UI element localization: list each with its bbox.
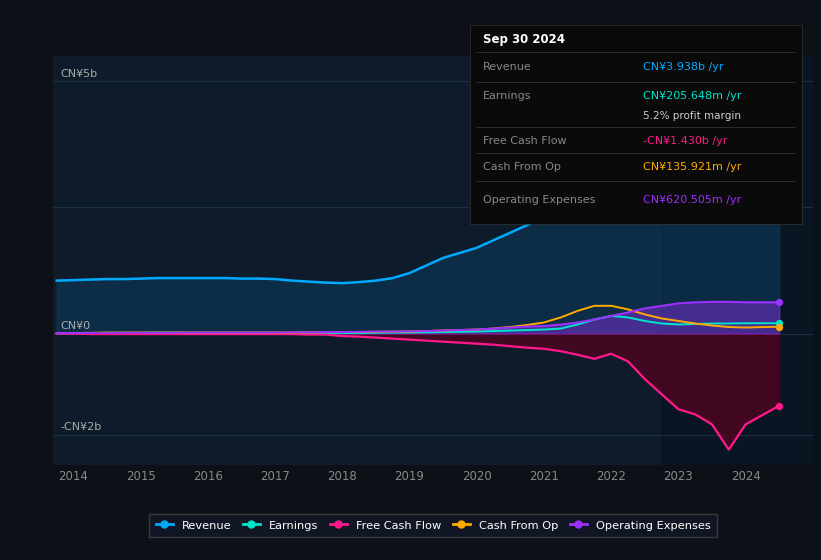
Bar [662,56,813,465]
Text: Earnings: Earnings [483,91,531,101]
Text: CN¥205.648m /yr: CN¥205.648m /yr [643,91,741,101]
Point [773,298,786,307]
Point [773,322,786,331]
Text: CN¥3.938b /yr: CN¥3.938b /yr [643,62,723,72]
Text: Cash From Op: Cash From Op [483,162,561,172]
Legend: Revenue, Earnings, Free Cash Flow, Cash From Op, Operating Expenses: Revenue, Earnings, Free Cash Flow, Cash … [149,514,717,537]
Text: Operating Expenses: Operating Expenses [483,195,595,205]
Text: CN¥0: CN¥0 [60,320,90,330]
Text: CN¥5b: CN¥5b [60,69,97,79]
Text: CN¥135.921m /yr: CN¥135.921m /yr [643,162,741,172]
Text: -CN¥1.430b /yr: -CN¥1.430b /yr [643,136,727,146]
Point [773,130,786,139]
Text: CN¥620.505m /yr: CN¥620.505m /yr [643,195,741,205]
Point [773,402,786,410]
Point [773,319,786,328]
Text: -CN¥2b: -CN¥2b [60,422,101,432]
Text: Free Cash Flow: Free Cash Flow [483,136,566,146]
Text: 5.2% profit margin: 5.2% profit margin [643,111,741,120]
Text: Sep 30 2024: Sep 30 2024 [483,32,565,45]
Text: Revenue: Revenue [483,62,532,72]
